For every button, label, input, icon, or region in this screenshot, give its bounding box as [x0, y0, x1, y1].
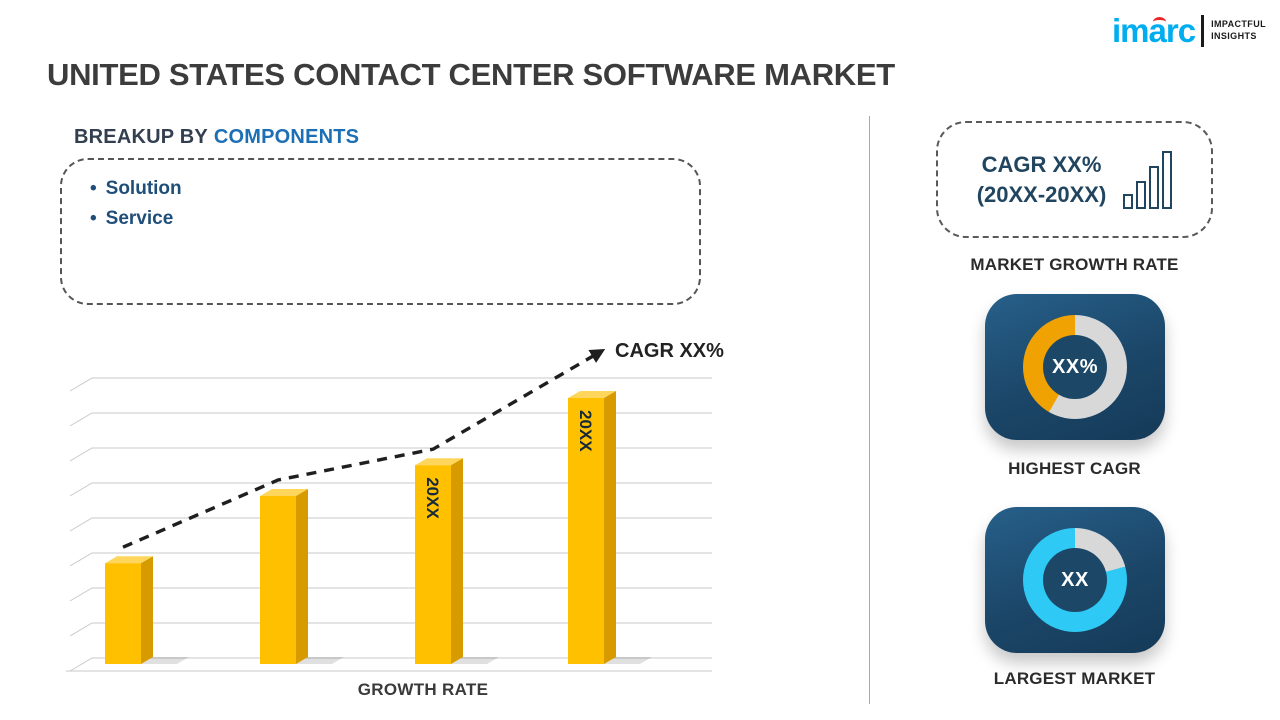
page-title: UNITED STATES CONTACT CENTER SOFTWARE MA… — [47, 57, 895, 92]
largest-market-value: XX — [1061, 568, 1089, 591]
market-growth-rate-label: MARKET GROWTH RATE — [970, 255, 1179, 274]
imarc-logo-text: imarc — [1112, 12, 1196, 49]
logo-tagline-line1: IMPACTFUL — [1211, 19, 1266, 30]
component-label: Solution — [105, 178, 182, 199]
highest-cagr-donut-chart: XX% — [1023, 315, 1127, 419]
bar-chart-icon-bar — [1123, 193, 1134, 209]
chart-x-axis-label: GROWTH RATE — [357, 680, 489, 699]
list-item: Service — [90, 204, 699, 234]
highest-cagr-value: XX% — [1052, 355, 1098, 378]
imarc-logo: imarc IMPACTFUL INSIGHTS — [1112, 14, 1266, 47]
section-divider — [869, 116, 870, 704]
largest-market-donut-chart: XX — [1023, 528, 1127, 632]
logo-tagline: IMPACTFUL INSIGHTS — [1211, 19, 1266, 42]
bar-chart-icon-bar — [1162, 150, 1173, 209]
market-growth-rate-box: CAGR XX% (20XX-20XX) — [936, 121, 1213, 238]
component-label: Service — [105, 208, 174, 230]
donut-center: XX% — [1043, 335, 1107, 399]
bar-chart-icon — [1123, 150, 1173, 209]
svg-text:20XX: 20XX — [423, 477, 442, 519]
bar-chart-icon-bar — [1136, 180, 1147, 209]
cagr-value-line: CAGR XX% — [981, 151, 1102, 177]
imarc-logo-accent-mark — [1153, 17, 1166, 27]
list-item: Solution — [90, 174, 699, 204]
breakup-heading-highlight: COMPONENTS — [213, 126, 360, 148]
breakup-heading-prefix: BREAKUP BY — [74, 126, 208, 148]
bar-chart-icon-bar — [1149, 165, 1160, 209]
highest-cagr-label: HIGHEST CAGR — [1008, 459, 1141, 478]
svg-text:20XX: 20XX — [576, 410, 595, 452]
cagr-text-block: CAGR XX% (20XX-20XX) — [977, 150, 1107, 209]
largest-market-card: XX — [985, 507, 1165, 653]
components-box: Solution Service — [60, 158, 701, 305]
growth-rate-bar-chart: 20XX 20XX — [66, 348, 712, 672]
donut-center: XX — [1043, 548, 1107, 612]
logo-divider — [1201, 14, 1205, 47]
imarc-logo-brand: imarc — [1112, 12, 1196, 49]
largest-market-label: LARGEST MARKET — [993, 669, 1156, 688]
components-list: Solution Service — [62, 160, 699, 234]
highest-cagr-card: XX% — [985, 294, 1165, 440]
breakup-heading: BREAKUP BY COMPONENTS — [74, 126, 359, 149]
cagr-trend-annotation: CAGR XX% — [615, 340, 724, 362]
cagr-period-line: (20XX-20XX) — [976, 181, 1107, 207]
logo-tagline-line2: INSIGHTS — [1211, 30, 1257, 41]
